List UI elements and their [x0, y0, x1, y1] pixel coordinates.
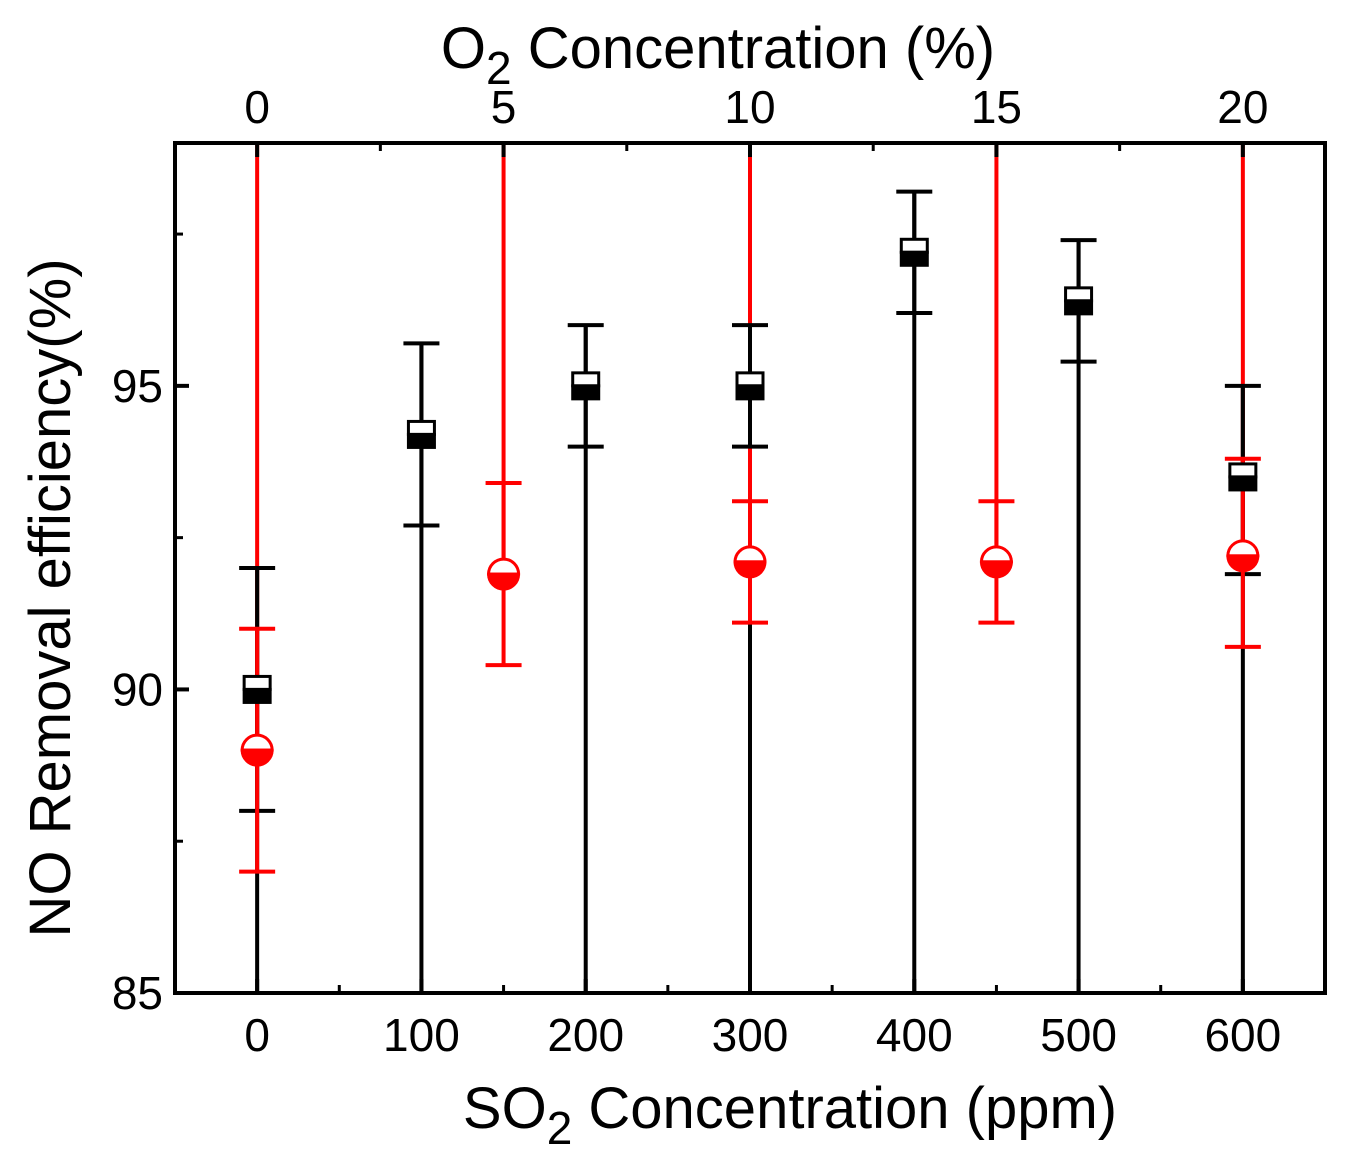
- y-tick-label: 85: [112, 967, 163, 1019]
- data-point: [733, 545, 767, 579]
- x2-tick-label: 20: [1217, 81, 1268, 133]
- x-tick-label: 100: [383, 1009, 460, 1061]
- data-point: [487, 557, 521, 591]
- data-point: [406, 419, 436, 449]
- marker-bottom-half: [242, 687, 272, 704]
- marker-bottom-half: [487, 572, 521, 591]
- x-tick-label: 300: [712, 1009, 789, 1061]
- marker-bottom-half: [735, 384, 765, 401]
- marker-top-half: [242, 674, 272, 691]
- marker-top-half: [735, 371, 765, 388]
- marker-top-half: [240, 733, 274, 752]
- x-tick-label: 400: [876, 1009, 953, 1061]
- marker-top-half: [571, 371, 601, 388]
- marker-top-half: [1228, 462, 1258, 479]
- marker-bottom-half: [1228, 475, 1258, 492]
- x2-tick-label: 5: [491, 81, 517, 133]
- y-tick-label: 90: [112, 663, 163, 715]
- marker-bottom-half: [1064, 299, 1094, 316]
- marker-top-half: [406, 419, 436, 436]
- x-tick-label: 600: [1204, 1009, 1281, 1061]
- x-axis-title: SO2 Concentration (ppm): [463, 1076, 1117, 1154]
- data-point: [1226, 539, 1260, 573]
- marker-top-half: [979, 545, 1013, 564]
- marker-bottom-half: [979, 560, 1013, 579]
- marker-bottom-half: [1226, 554, 1260, 573]
- marker-bottom-half: [240, 748, 274, 767]
- top-axis-title: O2 Concentration (%): [441, 16, 995, 94]
- marker-bottom-half: [733, 560, 767, 579]
- x2-tick-label: 10: [724, 81, 775, 133]
- x-tick-label: 0: [244, 1009, 270, 1061]
- marker-top-half: [899, 237, 929, 254]
- x-tick-label: 200: [547, 1009, 624, 1061]
- marker-top-half: [733, 545, 767, 564]
- marker-top-half: [1064, 286, 1094, 303]
- y-tick-label: 95: [112, 360, 163, 412]
- y-axis-title: NO Removal efficiency(%): [18, 258, 83, 937]
- data-point: [979, 545, 1013, 579]
- data-markers: [240, 237, 1260, 767]
- marker-top-half: [487, 557, 521, 576]
- data-point: [1064, 286, 1094, 316]
- data-point: [571, 371, 601, 401]
- data-point: [1228, 462, 1258, 492]
- marker-bottom-half: [406, 432, 436, 449]
- data-point: [735, 371, 765, 401]
- data-point: [240, 733, 274, 767]
- marker-bottom-half: [571, 384, 601, 401]
- x2-tick-label: 0: [244, 81, 270, 133]
- x2-tick-label: 15: [971, 81, 1022, 133]
- marker-top-half: [1226, 539, 1260, 558]
- axis-ticks: [173, 143, 1327, 995]
- marker-bottom-half: [899, 250, 929, 267]
- data-point: [899, 237, 929, 267]
- tick-labels: 0 100 200 300 400 500 600 0 5 10 15 20 85 90 95: [112, 81, 1281, 1061]
- data-point: [242, 674, 272, 704]
- x-tick-label: 500: [1040, 1009, 1117, 1061]
